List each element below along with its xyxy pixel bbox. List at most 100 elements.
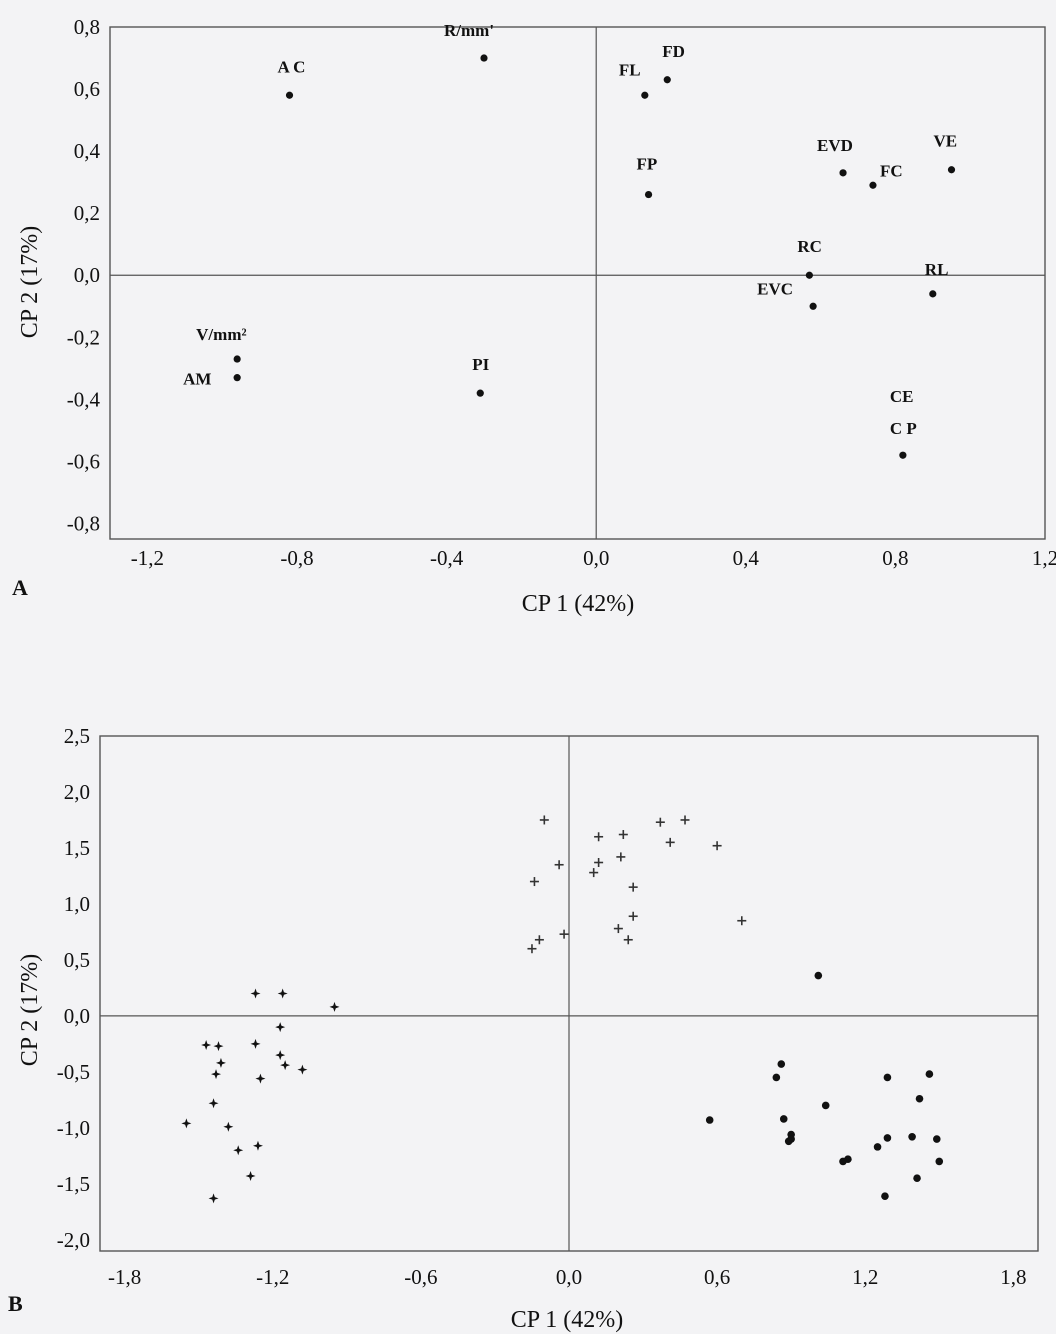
sample-point-plus [559,929,569,939]
sample-point-dot [705,1116,714,1124]
panel-b-scatter: -1,8 -1,2 -0,6 0,0 0,6 1,2 1,8 2,5 2,0 1,5 1,0 0,5… [8,724,1039,1333]
sample-point-dot [932,1135,941,1143]
sample-point-plus [527,944,537,954]
sample-point-plus [655,817,665,827]
y-tick-label: 2,0 [64,780,90,804]
sample-point-dot [908,1133,916,1141]
y-tick-label: -0,2 [67,325,100,349]
sample-point-star [215,1057,226,1068]
loading-point [641,91,649,99]
sample-point-star [233,1145,244,1156]
sample-point-plus [589,868,599,878]
y-tick-label: -0,8 [67,511,100,535]
x-tick-label: -0,6 [404,1265,437,1289]
sample-point-star [208,1098,219,1109]
sample-point-star [181,1118,192,1129]
y-tick-label: -1,5 [57,1172,90,1196]
y-tick-label: 0,5 [64,948,90,972]
sample-point-star [223,1121,234,1132]
x-tick-label: -1,8 [108,1265,141,1289]
loading-point [809,302,817,310]
point-label: AM [183,370,211,389]
sample-point-plus [539,815,549,825]
sample-point-plus [623,935,633,945]
sample-point-dot [821,1101,830,1110]
sample-point-dot [883,1134,892,1142]
y-tick-label: -0,5 [57,1060,90,1084]
y-tick-label: -1,0 [57,1116,90,1140]
point-label: CE [890,387,914,406]
panel-b-x-axis-title: CP 1 (42%) [511,1307,623,1333]
panel-a-y-axis-title: CP 2 (17%) [17,226,43,338]
loading-point [233,355,241,363]
sample-point-dot [881,1192,889,1200]
sample-point-plus [616,852,626,862]
point-label: FL [619,60,641,79]
x-tick-label: -0,8 [280,546,313,570]
loading-point [839,169,847,177]
panel-a-x-tick-labels: -1,2 -0,8 -0,4 0,0 0,4 0,8 1,2 [131,546,1056,570]
point-label: V/mm² [196,325,246,344]
panel-a-scatter: -1,2 -0,8 -0,4 0,0 0,4 0,8 1,2 0,8 0,6 0,4 0,2 0,0… [12,15,1056,617]
y-tick-label: 1,5 [64,836,90,860]
panel-a-letter: A [12,575,28,600]
sample-point-dot [873,1143,882,1151]
sample-point-plus [594,858,604,868]
panel-b-points [181,815,944,1204]
sample-point-star [250,988,261,999]
point-label: PI [472,355,489,374]
sample-point-star [252,1140,263,1151]
sample-point-dot [772,1073,781,1082]
sample-point-dot [814,971,823,980]
loading-point [947,166,956,174]
point-label: FP [637,155,658,174]
loading-point [899,451,907,459]
loading-point [480,54,488,62]
sample-point-plus [712,841,722,851]
point-label: RC [797,237,822,256]
x-tick-label: 1,8 [1000,1265,1026,1289]
loading-point [663,76,671,84]
y-tick-label: 0,0 [64,1004,90,1028]
y-tick-label: 0,0 [74,263,100,287]
loading-point [869,181,877,189]
y-tick-label: -0,6 [67,449,100,473]
point-label: RL [925,260,949,279]
panel-a-frame [109,26,1046,540]
point-label: EVC [757,279,793,298]
point-label: A C [278,57,306,76]
sample-point-star [275,1022,286,1033]
x-tick-label: 0,8 [882,546,908,570]
y-tick-label: -0,4 [67,387,101,411]
panel-a-x-axis-title: CP 1 (42%) [522,591,634,617]
sample-point-dot [883,1073,892,1082]
sample-point-star [329,1001,340,1012]
sample-point-star [297,1064,308,1075]
sample-point-star [211,1069,222,1080]
loading-point [476,389,484,397]
sample-point-dot [784,1137,793,1146]
sample-point-star [245,1170,256,1181]
panel-b-letter: B [8,1291,23,1316]
y-tick-label: -2,0 [57,1228,90,1252]
panel-b-zero-lines [100,736,1038,1251]
sample-point-plus [628,882,638,892]
y-tick-label: 0,4 [74,139,101,163]
panel-a-y-tick-labels: 0,8 0,6 0,4 0,2 0,0 -0,2 -0,4 -0,6 -0,8 [67,15,101,535]
point-label: R/mm' [444,21,494,40]
x-tick-label: -0,4 [430,546,464,570]
sample-point-star [250,1038,261,1049]
sample-point-star [277,988,288,999]
sample-point-dot [839,1157,847,1166]
x-tick-label: 0,6 [704,1265,730,1289]
sample-point-plus [534,935,544,945]
sample-point-plus [628,911,638,921]
sample-point-plus [613,924,623,934]
point-label: EVD [817,136,853,155]
y-tick-label: 2,5 [64,724,90,748]
sample-point-plus [554,860,564,870]
sample-point-star [213,1041,224,1052]
sample-point-dot [925,1070,934,1078]
sample-point-star [201,1040,212,1050]
